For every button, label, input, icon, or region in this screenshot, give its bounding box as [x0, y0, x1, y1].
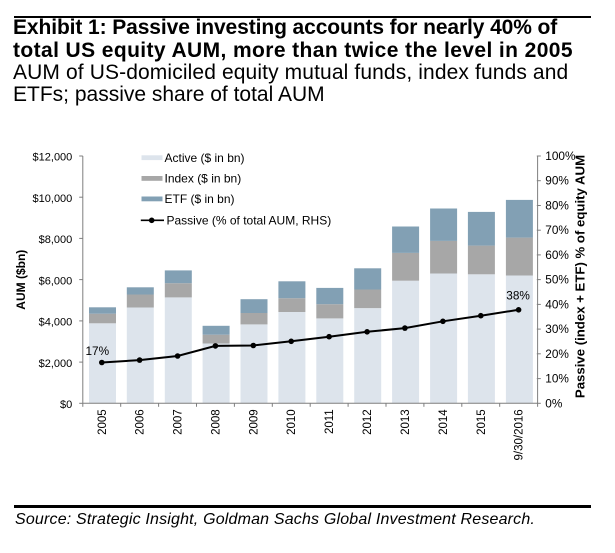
svg-text:0%: 0%: [545, 396, 563, 410]
svg-text:Passive (index + ETF) % of equ: Passive (index + ETF) % of equity AUM: [572, 155, 587, 398]
svg-text:$10,000: $10,000: [33, 193, 73, 205]
svg-text:2007: 2007: [173, 409, 185, 435]
svg-text:20%: 20%: [545, 347, 569, 361]
svg-text:10%: 10%: [545, 372, 569, 386]
svg-text:$8,000: $8,000: [39, 234, 73, 246]
svg-text:Passive (% of total AUM, RHS): Passive (% of total AUM, RHS): [167, 214, 332, 228]
svg-text:60%: 60%: [545, 248, 569, 262]
svg-text:50%: 50%: [545, 273, 569, 287]
svg-text:$4,000: $4,000: [39, 317, 73, 329]
svg-text:2013: 2013: [400, 409, 412, 435]
svg-text:2009: 2009: [248, 409, 260, 435]
svg-text:38%: 38%: [506, 289, 530, 303]
svg-text:2010: 2010: [286, 409, 298, 435]
svg-text:$2,000: $2,000: [39, 358, 73, 370]
svg-text:80%: 80%: [545, 199, 569, 213]
svg-text:2014: 2014: [438, 409, 450, 435]
svg-text:70%: 70%: [545, 223, 569, 237]
svg-text:2011: 2011: [324, 409, 336, 434]
svg-text:Index ($ in bn): Index ($ in bn): [165, 172, 242, 186]
svg-text:17%: 17%: [86, 344, 110, 358]
svg-text:2012: 2012: [362, 409, 374, 435]
svg-text:$0: $0: [60, 399, 72, 411]
svg-text:ETF ($ in bn): ETF ($ in bn): [165, 192, 235, 206]
svg-text:40%: 40%: [545, 297, 569, 311]
svg-text:100%: 100%: [545, 149, 576, 163]
svg-text:9/30/2016: 9/30/2016: [514, 409, 526, 460]
svg-text:$12,000: $12,000: [33, 152, 73, 164]
svg-text:$6,000: $6,000: [39, 275, 73, 287]
svg-text:2005: 2005: [97, 409, 109, 435]
svg-text:AUM ($bn): AUM ($bn): [14, 250, 28, 310]
svg-text:2015: 2015: [476, 409, 488, 435]
svg-text:Active ($ in bn): Active ($ in bn): [165, 151, 245, 165]
svg-text:90%: 90%: [545, 174, 569, 188]
svg-text:2006: 2006: [135, 409, 147, 435]
svg-text:2008: 2008: [210, 409, 222, 435]
svg-text:30%: 30%: [545, 322, 569, 336]
